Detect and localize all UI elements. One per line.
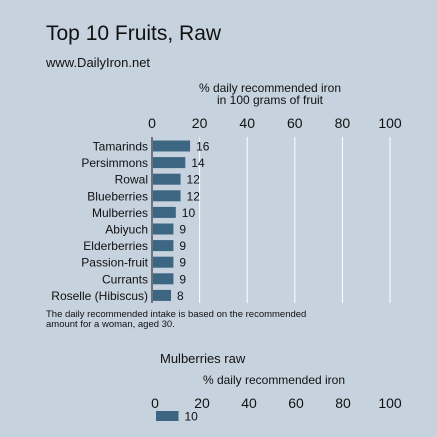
detail-chart-title: Mulberries raw: [160, 351, 246, 366]
main-bar: [153, 157, 186, 169]
main-category-label: Tamarinds: [93, 140, 148, 154]
main-data-label: 16: [196, 140, 210, 154]
main-x-tick-label: 20: [192, 115, 208, 131]
main-data-label: 9: [179, 223, 186, 237]
detail-x-tick-label: 60: [288, 395, 304, 411]
main-category-label: Elderberries: [83, 239, 148, 253]
main-x-tick-label: 40: [239, 115, 255, 131]
detail-x-tick-label: 80: [335, 395, 351, 411]
main-category-label: Persimmons: [81, 156, 148, 170]
main-bar: [153, 173, 181, 185]
main-bar: [153, 289, 172, 301]
main-bar: [153, 240, 174, 252]
main-bar: [153, 206, 176, 218]
main-x-tick-label: 60: [287, 115, 303, 131]
chart-subtitle: www.DailyIron.net: [46, 55, 151, 70]
main-data-label: 10: [182, 206, 196, 220]
detail-x-tick-label: 0: [151, 395, 159, 411]
detail-data-label: 10: [185, 410, 199, 424]
main-x-tick-label: 100: [378, 115, 402, 131]
main-bar: [153, 256, 174, 268]
chart-title: Top 10 Fruits, Raw: [46, 22, 222, 45]
main-category-label: Currants: [102, 272, 148, 286]
main-data-label: 12: [187, 189, 201, 203]
footnote: The daily recommended intake is based on…: [46, 309, 307, 330]
main-data-label: 12: [187, 173, 201, 187]
detail-x-tick-label: 40: [241, 395, 257, 411]
main-data-label: 9: [179, 239, 186, 253]
detail-x-tick-label: 100: [378, 395, 402, 411]
main-category-label: Passion-fruit: [81, 256, 148, 270]
main-category-label: Mulberries: [92, 206, 148, 220]
detail-xlabel: % daily recommended iron: [202, 373, 346, 387]
main-bar: [153, 273, 174, 285]
main-xlabel-line-2: in 100 grams of fruit: [216, 93, 324, 107]
main-bar: [153, 190, 181, 202]
main-category-label: Rowal: [115, 173, 148, 187]
main-bar: [153, 140, 191, 152]
detail-x-tick-label: 20: [194, 395, 210, 411]
main-category-label: Blueberries: [87, 189, 148, 203]
detail-bar: [156, 411, 179, 421]
main-data-label: 14: [191, 156, 205, 170]
main-x-tick-label: 0: [148, 115, 156, 131]
main-category-label: Abiyuch: [105, 223, 148, 237]
main-bar: [153, 223, 174, 235]
main-xlabel-line-1: % daily recommended iron: [198, 81, 342, 95]
main-data-label: 9: [179, 272, 186, 286]
main-data-label: 9: [179, 256, 186, 270]
main-category-label: Roselle (Hibiscus): [51, 289, 148, 303]
main-x-tick-label: 80: [335, 115, 351, 131]
main-data-label: 8: [177, 289, 184, 303]
